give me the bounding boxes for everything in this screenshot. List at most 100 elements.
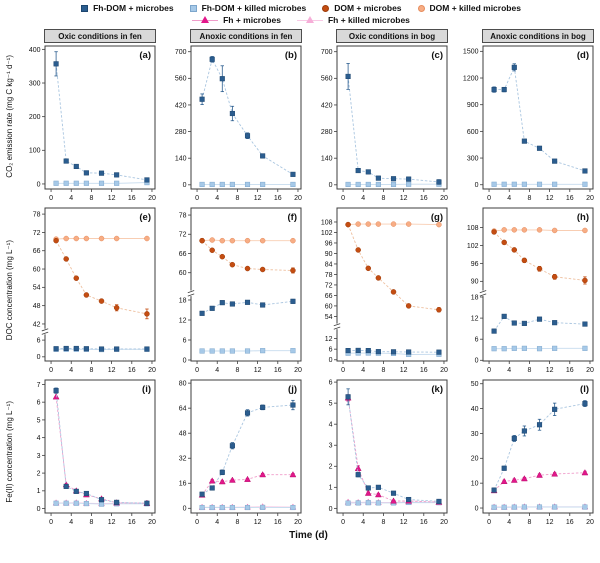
- legend-label: Fh + killed microbes: [327, 15, 410, 25]
- series-fhdom-microbes: [53, 51, 150, 183]
- circle-marker-icon: [417, 4, 425, 12]
- row-fe: Fe(II) concentration (mg L⁻¹) (i) 0 4 8 12 1…: [2, 377, 600, 527]
- svg-text:20: 20: [440, 367, 448, 374]
- svg-text:4: 4: [215, 367, 219, 374]
- series-fhdom-microbes: [491, 400, 588, 493]
- svg-text:8: 8: [381, 367, 385, 374]
- svg-text:78: 78: [179, 212, 187, 219]
- svg-text:108: 108: [321, 219, 333, 226]
- panel-g: (g) 0 4 8 12 16 20 54 60 66 72 78 84 90 96 102 108 0 6 12: [308, 205, 454, 375]
- svg-text:16: 16: [128, 195, 136, 202]
- svg-text:4: 4: [361, 519, 365, 526]
- svg-text:4: 4: [215, 195, 219, 202]
- svg-text:0: 0: [49, 367, 53, 374]
- svg-text:96: 96: [325, 240, 333, 247]
- legend-row-1: Fh-DOM + microbes Fh-DOM + killed microb…: [81, 3, 521, 13]
- square-marker-icon: [81, 4, 89, 12]
- svg-text:16: 16: [274, 367, 282, 374]
- svg-text:4: 4: [37, 435, 41, 442]
- legend-item-fh-killed: Fh + killed microbes: [296, 15, 410, 25]
- svg-text:4: 4: [507, 519, 511, 526]
- svg-text:8: 8: [527, 195, 531, 202]
- svg-text:84: 84: [325, 261, 333, 268]
- panel-c: Oxic conditions in bog (c) 0 4 8 12 16 20 0 140…: [308, 29, 454, 203]
- svg-text:0: 0: [49, 519, 53, 526]
- svg-text:560: 560: [321, 76, 333, 83]
- y-axis-title-co2: CO₂ emission rate (mg C kg⁻¹ d⁻¹): [4, 54, 14, 178]
- svg-text:60: 60: [325, 303, 333, 310]
- series-fhdom-killed: [491, 181, 588, 187]
- svg-text:80: 80: [179, 381, 187, 388]
- svg-text:12: 12: [546, 519, 554, 526]
- series-dom-microbes: [199, 237, 296, 274]
- svg-text:64: 64: [179, 406, 187, 413]
- svg-text:8: 8: [527, 367, 531, 374]
- svg-text:420: 420: [321, 102, 333, 109]
- svg-text:72: 72: [179, 232, 187, 239]
- panel-k: (k) 0 4 8 12 16 20 0 1 2 3 4 5 6: [308, 377, 454, 527]
- svg-text:0: 0: [195, 519, 199, 526]
- svg-text:0: 0: [329, 506, 333, 513]
- panel-a: Oxic conditions in fen (a) 0 4 8 12 16 20 0 100…: [16, 29, 162, 203]
- svg-text:6: 6: [37, 338, 41, 345]
- svg-text:0: 0: [183, 357, 187, 364]
- svg-text:12: 12: [108, 195, 116, 202]
- svg-text:60: 60: [33, 266, 41, 273]
- svg-text:10: 10: [471, 481, 479, 488]
- svg-text:0: 0: [487, 195, 491, 202]
- svg-text:4: 4: [329, 422, 333, 429]
- legend-label: Fh-DOM + killed microbes: [201, 3, 307, 13]
- svg-text:18: 18: [471, 294, 479, 301]
- triangle-marker-icon: [296, 16, 323, 24]
- svg-text:0: 0: [195, 195, 199, 202]
- panel-letter: (d): [576, 50, 589, 61]
- series-fh-microbes: [490, 469, 589, 494]
- svg-text:4: 4: [507, 367, 511, 374]
- legend-row-2: Fh + microbes Fh + killed microbes: [192, 15, 410, 25]
- svg-text:0: 0: [37, 354, 41, 361]
- svg-text:0: 0: [341, 519, 345, 526]
- svg-text:20: 20: [148, 195, 156, 202]
- svg-text:12: 12: [108, 367, 116, 374]
- svg-text:8: 8: [235, 519, 239, 526]
- svg-text:12: 12: [254, 519, 262, 526]
- svg-text:0: 0: [49, 195, 53, 202]
- svg-text:300: 300: [467, 155, 479, 162]
- svg-text:50: 50: [471, 381, 479, 388]
- series-fhdom-microbes: [345, 63, 442, 185]
- svg-text:8: 8: [381, 195, 385, 202]
- svg-text:0: 0: [183, 182, 187, 189]
- svg-text:20: 20: [586, 195, 594, 202]
- svg-text:200: 200: [29, 114, 41, 121]
- svg-text:8: 8: [89, 195, 93, 202]
- series-dom-microbes: [53, 237, 150, 320]
- svg-text:18: 18: [179, 297, 187, 304]
- svg-text:54: 54: [33, 285, 41, 292]
- svg-text:8: 8: [235, 367, 239, 374]
- column-header-oxic-fen: Oxic conditions in fen: [44, 29, 156, 43]
- panel-g-chart: 0 4 8 12 16 20 54 60 66 72 78 84 90 96 102 108 0 6 12: [321, 207, 448, 374]
- svg-text:100: 100: [29, 148, 41, 155]
- legend: Fh-DOM + microbes Fh-DOM + killed microb…: [2, 3, 600, 25]
- series-fhdom-killed: [491, 504, 588, 510]
- svg-text:4: 4: [361, 367, 365, 374]
- svg-text:102: 102: [321, 230, 333, 237]
- svg-text:12: 12: [254, 367, 262, 374]
- panel-c-chart: 0 4 8 12 16 20 0 140 280 420 560 700: [321, 45, 448, 202]
- svg-text:140: 140: [321, 156, 333, 163]
- legend-item-dom-killed: DOM + killed microbes: [417, 3, 521, 13]
- svg-text:20: 20: [586, 519, 594, 526]
- panel-letter: (h): [576, 212, 589, 223]
- panel-j: (j) 0 4 8 12 16 20 0 16 32 48 64 80: [162, 377, 308, 527]
- svg-text:5: 5: [329, 401, 333, 408]
- y-axis-title-fe: Fe(II) concentration (mg L⁻¹): [4, 401, 14, 503]
- legend-item-fh-microbes: Fh + microbes: [192, 15, 281, 25]
- svg-text:4: 4: [507, 195, 511, 202]
- svg-text:420: 420: [175, 102, 187, 109]
- panel-letter: (e): [139, 212, 151, 223]
- svg-text:48: 48: [179, 431, 187, 438]
- svg-text:20: 20: [294, 195, 302, 202]
